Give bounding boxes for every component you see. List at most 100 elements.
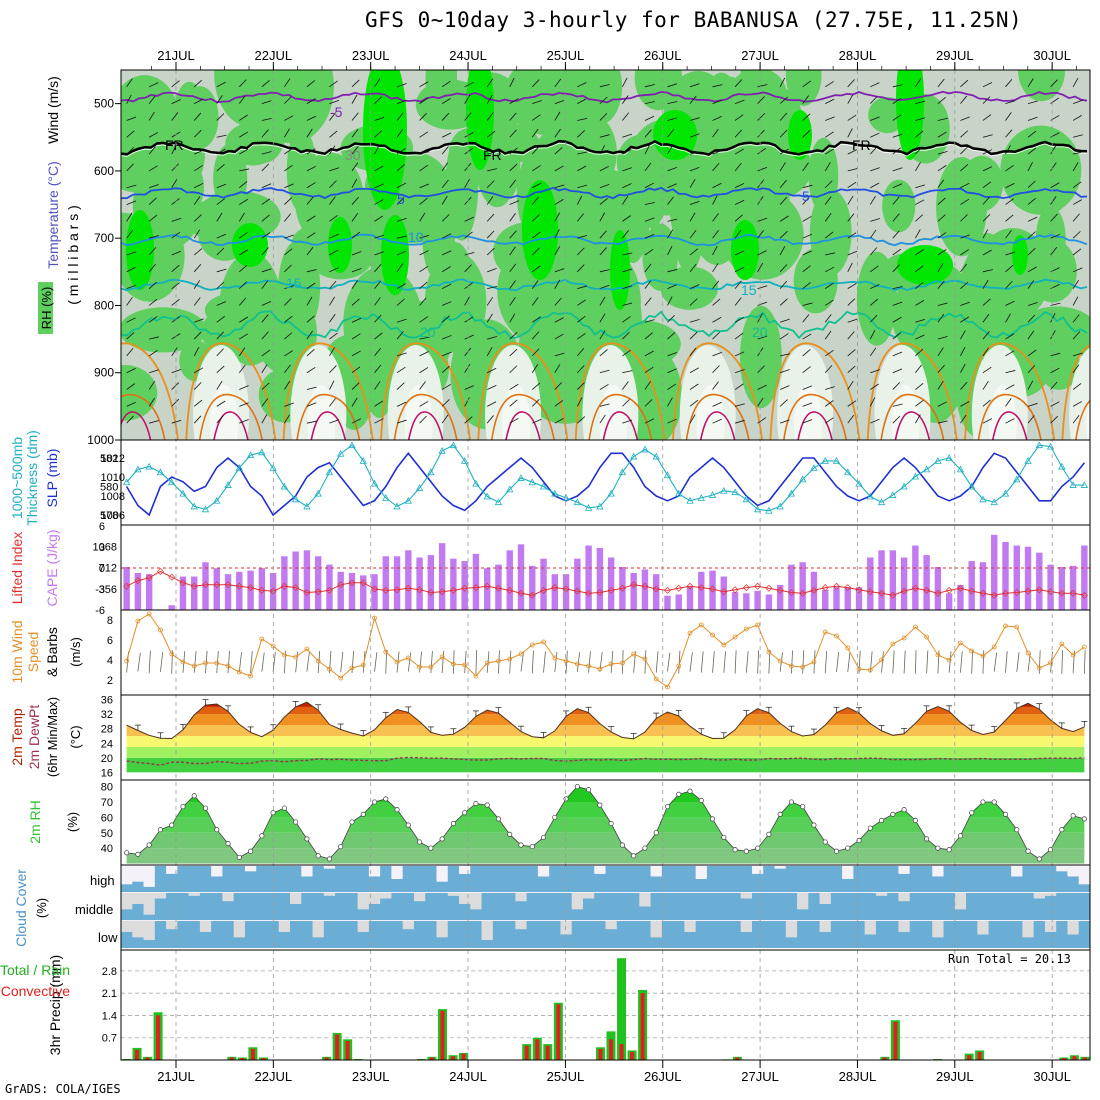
wind10-barb <box>216 650 219 674</box>
cloud-cell <box>154 921 167 948</box>
wind-barb <box>892 368 903 374</box>
wind-barb <box>486 247 495 256</box>
label-rh2m-a: 2m RH <box>27 800 43 844</box>
wind10-speed-point <box>1048 660 1053 666</box>
cloud-cell <box>954 909 967 920</box>
wind-barb <box>261 117 272 121</box>
wind-barb <box>216 134 227 138</box>
wind-barb <box>374 215 384 222</box>
wind-barb <box>306 232 316 239</box>
cloud-cell <box>628 866 640 892</box>
label-cloud-b: (%) <box>34 898 49 918</box>
cape-tick: 356 <box>99 584 117 596</box>
wind-barb <box>802 385 813 390</box>
isotherm-30 <box>797 411 833 440</box>
precip-convective-bar <box>451 1056 456 1060</box>
cloud-cell <box>199 866 212 892</box>
wind-barb <box>644 182 654 189</box>
isotherm-minus5 <box>121 90 1088 104</box>
cloud-gap <box>797 893 809 910</box>
cape-bar <box>844 587 851 610</box>
wind-barb <box>216 315 225 323</box>
wind10-speed-point <box>563 658 569 664</box>
wind-barb <box>712 316 722 323</box>
wind-barb <box>193 382 202 390</box>
thickness-point <box>618 468 627 476</box>
rh-band <box>126 832 1085 849</box>
wind-barb <box>644 84 655 88</box>
panel-labels: Wind (m/s)Temperature (°C)RH (%)( m i l … <box>0 76 83 1055</box>
wind-barb <box>351 418 362 424</box>
wind-barb <box>892 264 900 273</box>
wind-barb <box>802 333 812 340</box>
rh-point <box>450 820 456 827</box>
rh-mid-region <box>286 128 317 213</box>
cloud-cell <box>323 921 336 948</box>
wind-barb <box>126 348 134 357</box>
wind-barb <box>734 297 742 306</box>
cloud-cell <box>966 866 978 892</box>
precip-convective-bar <box>535 1039 540 1060</box>
cloud-gap <box>582 893 595 899</box>
lifted-index-tick: 3 <box>99 542 105 554</box>
lifted-index-point <box>427 589 435 596</box>
wind-barb <box>374 364 382 373</box>
cloud-low-label: low <box>98 930 118 945</box>
date-label-bottom: 23JUL <box>352 1069 390 1084</box>
cloud-gap <box>166 866 178 874</box>
lifted-index-point <box>1047 588 1055 596</box>
wind-barb <box>802 265 811 273</box>
wind-barb <box>509 230 517 239</box>
cloud-gap <box>233 921 246 938</box>
cloud-cell <box>988 893 1001 920</box>
wind-barb <box>126 401 136 407</box>
cloud-middle-label: middle <box>75 902 113 917</box>
isotherm-30 <box>991 411 1028 440</box>
cloud-cell <box>1033 898 1046 920</box>
wind-barb <box>869 146 878 155</box>
cape-bar <box>934 567 942 610</box>
wind-barb <box>126 317 136 323</box>
wind-barb <box>464 385 475 390</box>
rh-point <box>833 848 840 854</box>
wind-barb <box>644 263 652 273</box>
wind-barb <box>509 129 517 138</box>
wind-barb <box>306 215 316 222</box>
rh-point <box>563 796 569 802</box>
thickness-point <box>370 479 379 487</box>
cape-bar <box>191 576 198 610</box>
cloud-cell <box>233 937 246 948</box>
isotherm-freezing <box>121 139 1088 156</box>
cape-bar <box>337 571 344 610</box>
wind-barb <box>306 80 315 88</box>
wind-barb <box>1072 77 1079 88</box>
rh-band <box>126 786 1085 787</box>
cloud-gap <box>740 893 753 899</box>
wind-barb <box>734 266 745 273</box>
rh-mid-region <box>808 137 839 214</box>
wind-barb <box>306 386 317 390</box>
wind-barb <box>982 82 993 88</box>
rh-point <box>890 811 896 817</box>
wind-barb <box>464 112 472 121</box>
wind-barb <box>148 349 158 357</box>
cloud-cell <box>887 866 899 892</box>
rh-point <box>507 831 513 837</box>
cloud-cell <box>211 921 223 948</box>
wind-barb <box>644 280 652 289</box>
wind-barb <box>734 317 745 323</box>
wind-barb <box>306 165 316 172</box>
wind-barb <box>509 365 518 374</box>
wind10-barb <box>802 650 805 674</box>
wind-barb <box>284 364 291 373</box>
lifted-index-point <box>911 584 919 592</box>
thickness-point <box>213 496 221 504</box>
wind-barb <box>1050 182 1060 189</box>
wind-barb <box>419 381 426 390</box>
wind-barb <box>396 263 404 273</box>
wind-barb <box>915 162 921 172</box>
wind-barb <box>351 231 361 239</box>
wind-barb <box>689 263 697 273</box>
cloud-cell <box>594 921 606 948</box>
wind-barb <box>464 397 470 407</box>
